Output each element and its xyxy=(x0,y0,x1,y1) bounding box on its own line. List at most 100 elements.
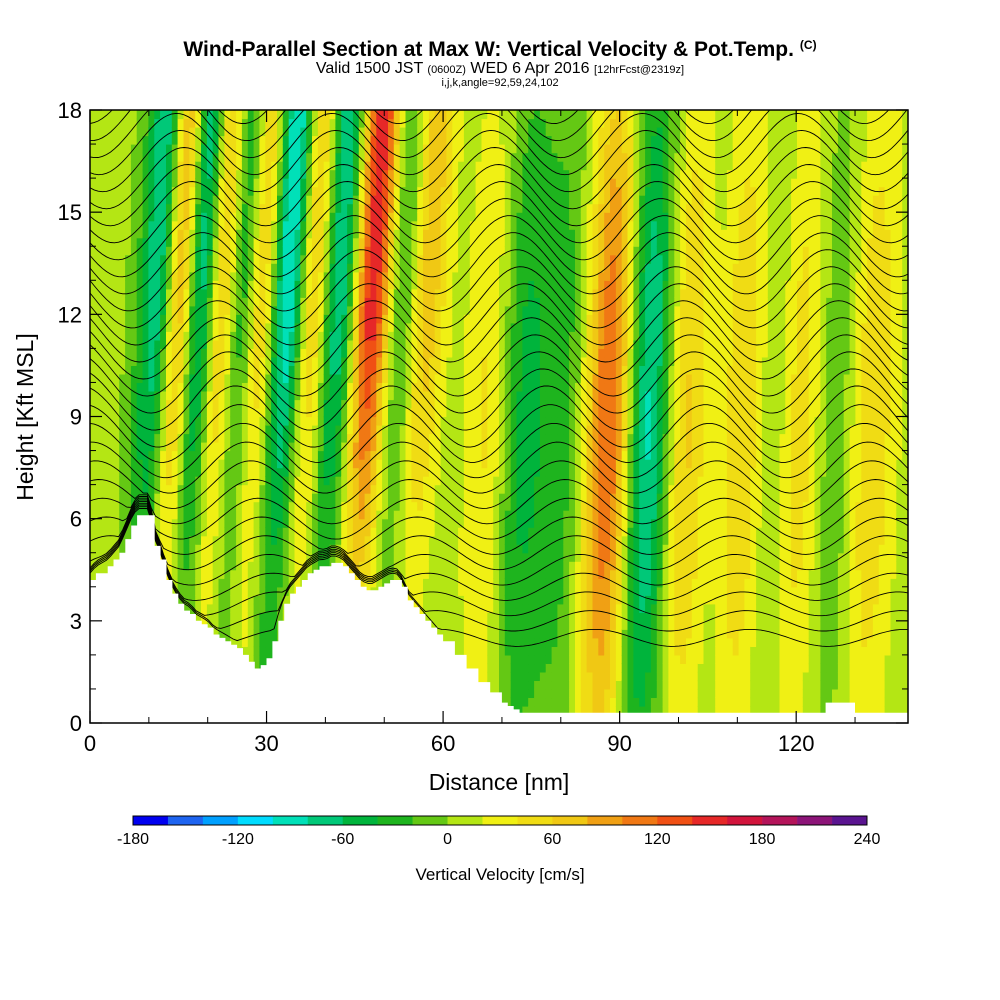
velocity-cell xyxy=(236,152,243,162)
velocity-cell xyxy=(130,476,138,486)
velocity-cell xyxy=(288,331,296,341)
velocity-cell xyxy=(119,535,126,545)
velocity-cell xyxy=(166,212,173,222)
velocity-cell xyxy=(230,152,237,162)
velocity-cell xyxy=(212,603,220,613)
velocity-cell xyxy=(440,365,448,375)
velocity-cell xyxy=(125,195,132,205)
velocity-cell xyxy=(382,416,389,426)
velocity-cell xyxy=(142,127,150,137)
velocity-cell xyxy=(300,305,307,315)
velocity-cell xyxy=(101,229,109,239)
velocity-cell xyxy=(119,442,126,452)
velocity-cell xyxy=(236,552,243,562)
velocity-cell xyxy=(487,271,494,281)
velocity-cell xyxy=(475,552,483,562)
velocity-cell xyxy=(294,263,301,273)
velocity-cell xyxy=(364,356,372,367)
velocity-cell xyxy=(259,416,266,426)
velocity-cell xyxy=(417,110,424,120)
velocity-cell xyxy=(458,339,465,350)
velocity-cell xyxy=(317,271,325,281)
velocity-cell xyxy=(224,356,231,367)
velocity-cell xyxy=(253,586,261,596)
velocity-cell xyxy=(265,637,272,648)
velocity-cell xyxy=(370,552,377,562)
velocity-cell xyxy=(230,178,237,188)
velocity-cell xyxy=(119,161,126,171)
velocity-cell xyxy=(446,586,453,596)
velocity-cell xyxy=(434,416,442,426)
velocity-cell xyxy=(364,254,372,264)
velocity-cell xyxy=(294,425,301,435)
velocity-cell xyxy=(347,535,354,545)
velocity-cell xyxy=(317,135,325,145)
velocity-cell xyxy=(113,152,120,162)
velocity-cell xyxy=(317,280,325,290)
velocity-cell xyxy=(90,544,97,554)
velocity-cell xyxy=(481,152,488,162)
velocity-cell xyxy=(481,237,488,247)
velocity-cell xyxy=(206,399,214,409)
velocity-cell xyxy=(288,110,296,120)
velocity-cell xyxy=(247,629,255,639)
velocity-cell xyxy=(475,144,483,154)
velocity-cell xyxy=(224,510,231,520)
velocity-cell xyxy=(177,254,185,264)
velocity-cell xyxy=(125,356,132,367)
velocity-cell xyxy=(440,527,448,537)
velocity-cell xyxy=(428,612,436,622)
velocity-cell xyxy=(189,110,196,120)
velocity-cell xyxy=(358,169,366,179)
velocity-cell xyxy=(347,442,354,452)
velocity-cell xyxy=(434,459,442,469)
velocity-cell xyxy=(341,399,348,409)
velocity-cell xyxy=(125,246,132,256)
velocity-cell xyxy=(358,569,366,579)
velocity-cell xyxy=(463,186,471,196)
velocity-cell xyxy=(452,399,459,409)
velocity-cell xyxy=(113,373,120,384)
velocity-cell xyxy=(440,561,448,571)
velocity-cell xyxy=(271,416,278,426)
velocity-cell xyxy=(224,186,231,196)
velocity-cell xyxy=(329,535,337,545)
velocity-cell xyxy=(259,399,266,409)
velocity-cell xyxy=(376,203,383,213)
velocity-cell xyxy=(341,484,348,494)
velocity-cell xyxy=(294,433,301,443)
velocity-cell xyxy=(224,518,231,528)
velocity-cell xyxy=(487,254,494,264)
velocity-cell xyxy=(265,127,272,137)
velocity-cell xyxy=(183,339,190,350)
velocity-cell xyxy=(160,416,167,426)
velocity-cell xyxy=(113,467,120,477)
velocity-cell xyxy=(253,569,261,579)
velocity-cell xyxy=(329,331,337,341)
velocity-cell xyxy=(206,178,214,188)
velocity-cell xyxy=(125,161,132,171)
velocity-cell xyxy=(446,356,453,367)
velocity-cell xyxy=(90,110,97,120)
velocity-cell xyxy=(259,484,266,494)
velocity-cell xyxy=(218,425,225,435)
velocity-cell xyxy=(236,544,243,554)
velocity-cell xyxy=(393,493,401,503)
velocity-cell xyxy=(130,459,138,469)
velocity-cell xyxy=(177,110,185,120)
velocity-cell xyxy=(90,399,97,409)
velocity-cell xyxy=(452,365,459,375)
velocity-cell xyxy=(271,356,278,367)
velocity-cell xyxy=(364,280,372,290)
velocity-cell xyxy=(341,305,348,315)
velocity-cell xyxy=(469,527,477,537)
velocity-cell xyxy=(183,195,190,205)
velocity-cell xyxy=(306,178,313,188)
velocity-cell xyxy=(493,680,500,690)
velocity-cell xyxy=(166,348,173,358)
velocity-cell xyxy=(335,476,342,486)
velocity-cell xyxy=(171,314,179,324)
velocity-cell xyxy=(335,527,342,537)
velocity-cell xyxy=(95,450,103,460)
velocity-cell xyxy=(212,331,220,341)
